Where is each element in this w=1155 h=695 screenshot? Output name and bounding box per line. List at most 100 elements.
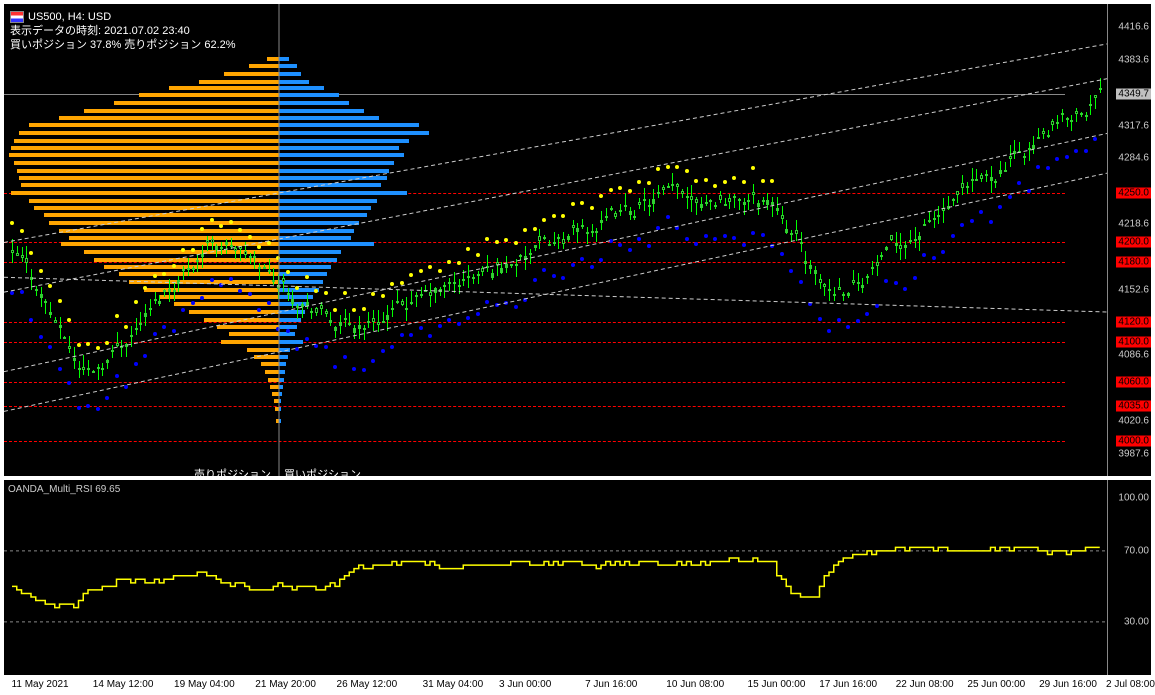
- indicator-dot-upper: [248, 235, 252, 239]
- buy-histogram-bar: [279, 153, 404, 157]
- candle-body: [709, 200, 712, 202]
- rsi-line: [12, 547, 1100, 607]
- price-level-tag: 4000.0: [1116, 436, 1151, 447]
- candle-body: [1061, 113, 1064, 115]
- candle-body: [591, 231, 594, 233]
- main-plot-area[interactable]: [4, 4, 1108, 476]
- candle-body: [82, 367, 85, 370]
- main-chart-panel[interactable]: US500, H4: USD 表示データの時刻: 2021.07.02 23:4…: [4, 4, 1151, 476]
- indicator-dot-upper: [267, 241, 271, 245]
- sell-histogram-bar: [169, 86, 279, 90]
- candle-wick: [606, 208, 607, 222]
- main-yaxis: 4416.64383.64317.64284.64218.64152.64086…: [1107, 4, 1151, 476]
- candle-body: [809, 265, 812, 269]
- time-axis-tick: 14 May 12:00: [93, 679, 154, 690]
- candle-body: [1075, 111, 1078, 114]
- candle-body: [538, 236, 541, 241]
- candle-body: [415, 295, 418, 297]
- candle-body: [348, 323, 351, 325]
- sell-histogram-bar: [119, 272, 279, 276]
- candle-body: [947, 206, 950, 209]
- candle-body: [239, 246, 242, 249]
- candle-body: [49, 312, 52, 315]
- candle-wick: [915, 227, 916, 248]
- candle-body: [952, 199, 955, 201]
- indicator-dot-lower: [989, 220, 993, 224]
- candle-body: [904, 245, 907, 248]
- indicator-dot-lower: [865, 312, 869, 316]
- candle-body: [899, 245, 902, 249]
- support-resistance-line[interactable]: [4, 322, 1065, 323]
- candle-body: [937, 215, 940, 218]
- support-resistance-line[interactable]: [4, 441, 1065, 442]
- indicator-dot-upper: [390, 282, 394, 286]
- indicator-dot-lower: [238, 289, 242, 293]
- candle-body: [1066, 118, 1069, 120]
- indicator-dot-lower: [580, 257, 584, 261]
- candle-body: [524, 256, 527, 259]
- indicator-dot-lower: [979, 210, 983, 214]
- candle-body: [149, 308, 152, 310]
- candle-wick: [136, 318, 137, 335]
- candle-wick: [577, 223, 578, 243]
- candle-wick: [155, 292, 156, 304]
- candle-body: [800, 242, 803, 244]
- candle-body: [914, 239, 917, 241]
- indicator-dot-lower: [609, 239, 613, 243]
- indicator-dot-lower: [200, 296, 204, 300]
- indicator-dot-lower: [571, 263, 575, 267]
- candle-wick: [1100, 78, 1101, 93]
- indicator-dot-lower: [704, 234, 708, 238]
- indicator-dot-upper: [457, 261, 461, 265]
- indicator-dot-lower: [675, 226, 679, 230]
- indicator-dot-upper: [495, 240, 499, 244]
- sell-histogram-bar: [189, 310, 279, 314]
- support-resistance-line[interactable]: [4, 262, 1065, 263]
- buy-histogram-bar: [279, 348, 290, 352]
- candle-body: [743, 202, 746, 204]
- candle-wick: [330, 312, 331, 326]
- candle-body: [315, 308, 318, 313]
- sell-histogram-bar: [217, 325, 279, 329]
- candle-body: [429, 292, 432, 296]
- candle-body: [78, 368, 81, 370]
- candle-body: [738, 199, 741, 201]
- support-resistance-line[interactable]: [4, 382, 1065, 383]
- indicator-dot-lower: [134, 362, 138, 366]
- candle-wick: [1024, 153, 1025, 165]
- indicator-dot-upper: [39, 269, 43, 273]
- sell-histogram-bar: [19, 131, 279, 135]
- indicator-dot-lower: [400, 333, 404, 337]
- sell-histogram-bar: [21, 183, 279, 187]
- indicator-dot-upper: [609, 188, 613, 192]
- indicator-dot-upper: [29, 251, 33, 255]
- yaxis-tick: 4416.6: [1118, 22, 1149, 33]
- candle-body: [443, 285, 446, 287]
- indicator-dot-lower: [343, 355, 347, 359]
- rsi-panel[interactable]: OANDA_Multi_RSI 69.65 100.0070.0030.00: [4, 480, 1151, 675]
- indicator-dot-lower: [913, 276, 917, 280]
- indicator-dot-lower: [476, 312, 480, 316]
- buy-histogram-bar: [279, 72, 301, 76]
- candle-body: [933, 218, 936, 220]
- indicator-dot-upper: [105, 341, 109, 345]
- candle-wick: [478, 271, 479, 284]
- candle-body: [871, 267, 874, 269]
- candle-body: [505, 264, 508, 268]
- candle-body: [842, 294, 845, 296]
- yaxis-tick: 4317.6: [1118, 120, 1149, 131]
- support-resistance-line[interactable]: [4, 342, 1065, 343]
- candle-wick: [516, 259, 517, 277]
- indicator-dot-upper: [286, 270, 290, 274]
- candle-body: [287, 293, 290, 295]
- indicator-dot-upper: [580, 201, 584, 205]
- indicator-dot-lower: [504, 301, 508, 305]
- indicator-dot-lower: [552, 274, 556, 278]
- indicator-dot-lower: [818, 317, 822, 321]
- indicator-dot-upper: [590, 206, 594, 210]
- support-resistance-line[interactable]: [4, 406, 1065, 407]
- candle-body: [277, 285, 280, 290]
- indicator-dot-lower: [808, 302, 812, 306]
- candle-body: [467, 276, 470, 278]
- buy-histogram-bar: [279, 265, 331, 269]
